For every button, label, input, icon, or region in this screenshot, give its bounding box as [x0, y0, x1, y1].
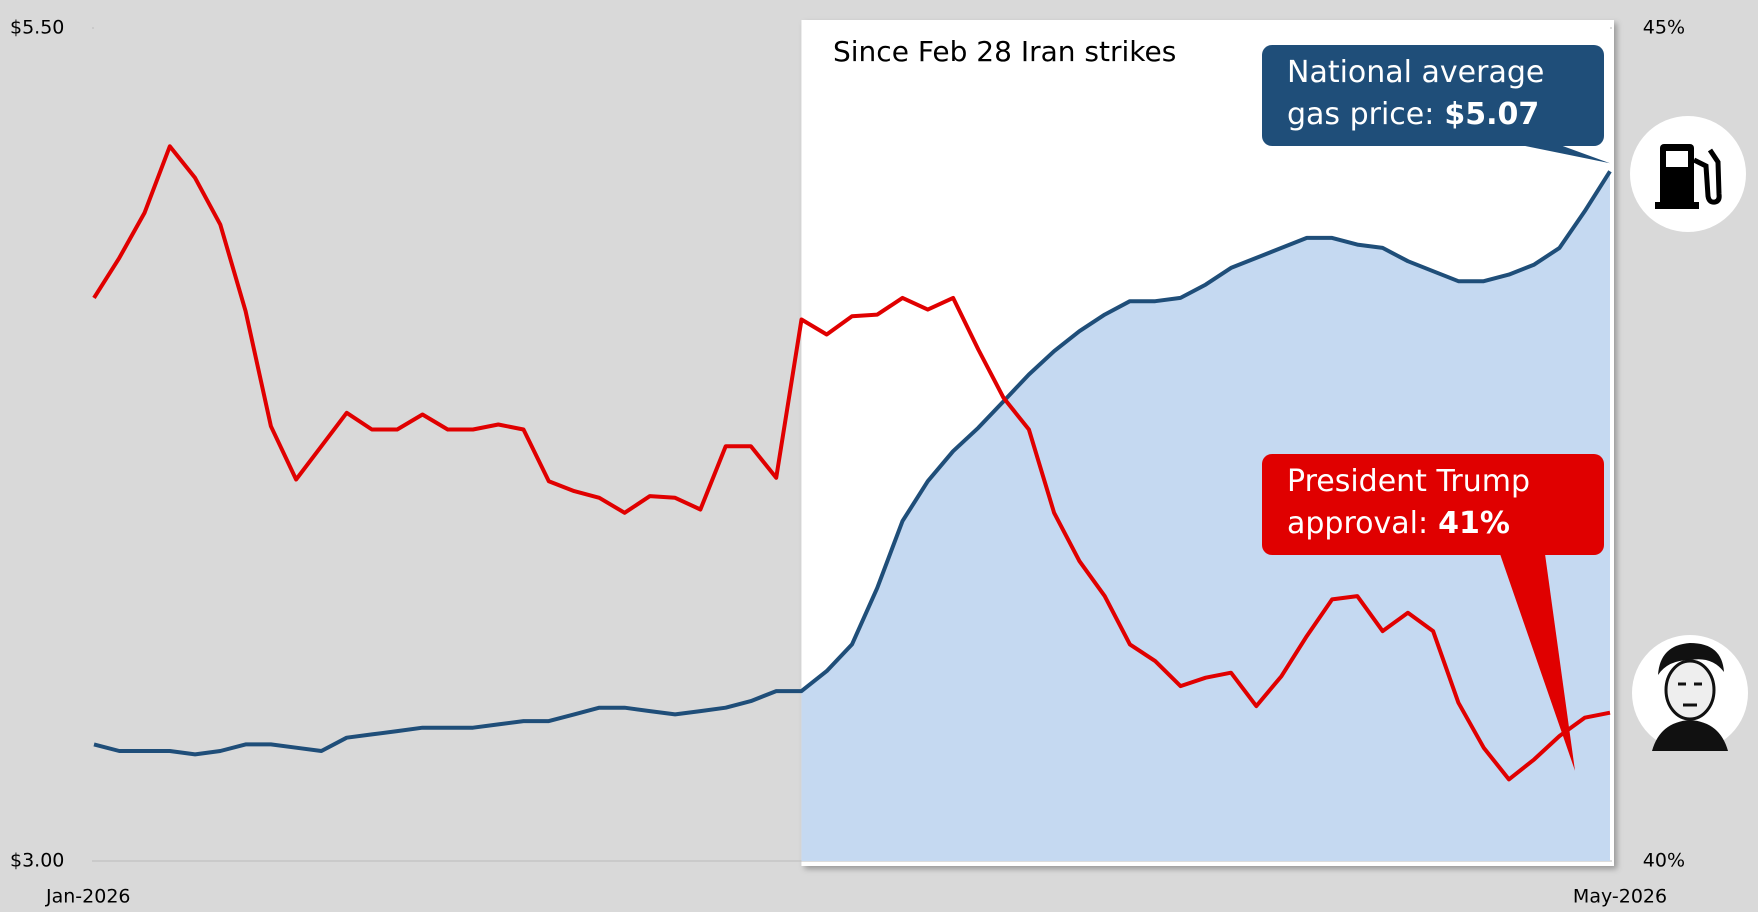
y-tick-label: $3.00: [10, 850, 64, 872]
callout-line: gas price:: [1287, 97, 1434, 132]
pump-base: [1655, 202, 1699, 209]
y2-tick-label: 45%: [1643, 17, 1685, 39]
callout-line: approval:: [1287, 506, 1428, 541]
page: $3.00 $5.50 40% 45% Jan-2026 May-2026 Since F…: [0, 0, 1758, 912]
portrait-face: [1666, 661, 1714, 719]
callout-value: 41%: [1438, 506, 1510, 541]
callout-text: gas price: $5.07: [1287, 97, 1539, 132]
callout-text: President Trump: [1287, 464, 1530, 499]
x-tick-label: Jan-2026: [45, 886, 131, 908]
x-tick-label: May-2026: [1573, 886, 1667, 908]
pump-window: [1666, 151, 1688, 167]
chart-title: Since Feb 28 Iran strikes: [833, 35, 1176, 68]
y-tick-label: $5.50: [10, 17, 64, 39]
callout-value: $5.07: [1444, 97, 1539, 132]
chart: $3.00 $5.50 40% 45% Jan-2026 May-2026 Since F…: [0, 0, 1758, 912]
y2-tick-label: 40%: [1643, 850, 1685, 872]
gas-pump-icon: [1630, 116, 1746, 232]
callout-line: President Trump: [1287, 464, 1530, 499]
callout-line: National average: [1287, 55, 1544, 90]
callout-text: approval: 41%: [1287, 506, 1510, 541]
callout-text: National average: [1287, 55, 1544, 90]
portrait-icon: [1632, 635, 1748, 751]
